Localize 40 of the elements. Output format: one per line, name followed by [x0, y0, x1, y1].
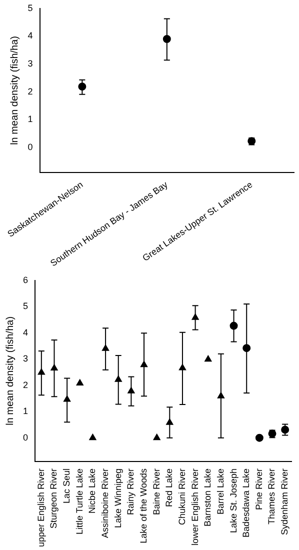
y-tick-label: 4 [28, 30, 33, 41]
y-axis-title: ln mean density (fish/ha) [4, 316, 16, 426]
x-tick-label: Red Lake [164, 468, 174, 507]
y-tick-label: 5 [28, 2, 33, 13]
x-tick-label: upper English River [36, 468, 46, 548]
y-tick-label: 3 [28, 58, 33, 69]
x-tick-label: Chukuni River [176, 468, 187, 525]
y-tick-label: 3 [22, 354, 28, 364]
y-tick-label: 4 [22, 327, 28, 338]
x-tick-label: Barnston Lake [202, 468, 213, 527]
y-tick-label: 2 [28, 86, 33, 96]
x-tick-label: Assiniboine River [100, 468, 110, 538]
y-tick-label: 5 [22, 301, 28, 312]
x-tick-label: Lake St. Joseph [228, 468, 238, 534]
x-tick-label: Rainy River [126, 468, 136, 515]
y-tick-label: 1 [28, 114, 33, 124]
x-tick-label: Barrel Lake [215, 468, 226, 514]
point [89, 434, 96, 440]
y-tick-label: 0 [22, 432, 28, 442]
x-tick-label: Lake of the Woods [138, 468, 148, 544]
point [76, 379, 84, 386]
x-tick-label: Sturgeon River [48, 468, 59, 528]
x-tick-label: lower English River [190, 468, 200, 546]
y-axis-title: ln mean density (fish/ha) [10, 36, 21, 145]
y-tick-label: 6 [22, 274, 28, 285]
x-tick-label: Lake Winnipeg [112, 468, 123, 528]
x-tick-label: Badesdawa Lake [241, 468, 252, 538]
x-tick-label: Baine River [151, 468, 162, 515]
y-tick-label: 0 [28, 142, 33, 152]
x-tick-label: Little Turtle Lake [74, 468, 84, 535]
x-tick-label: Nicbe Lake [87, 468, 98, 514]
x-tick-label: Sydenham River [280, 468, 290, 535]
point [153, 434, 160, 440]
x-tick-label: Pine River [254, 468, 264, 510]
point [204, 355, 212, 362]
y-tick-label: 1 [22, 406, 28, 416]
y-tick-label: 2 [22, 380, 28, 390]
point [255, 434, 264, 442]
x-tick-label: Lac Seul [62, 468, 72, 504]
x-tick-label: Thames River [266, 468, 277, 524]
